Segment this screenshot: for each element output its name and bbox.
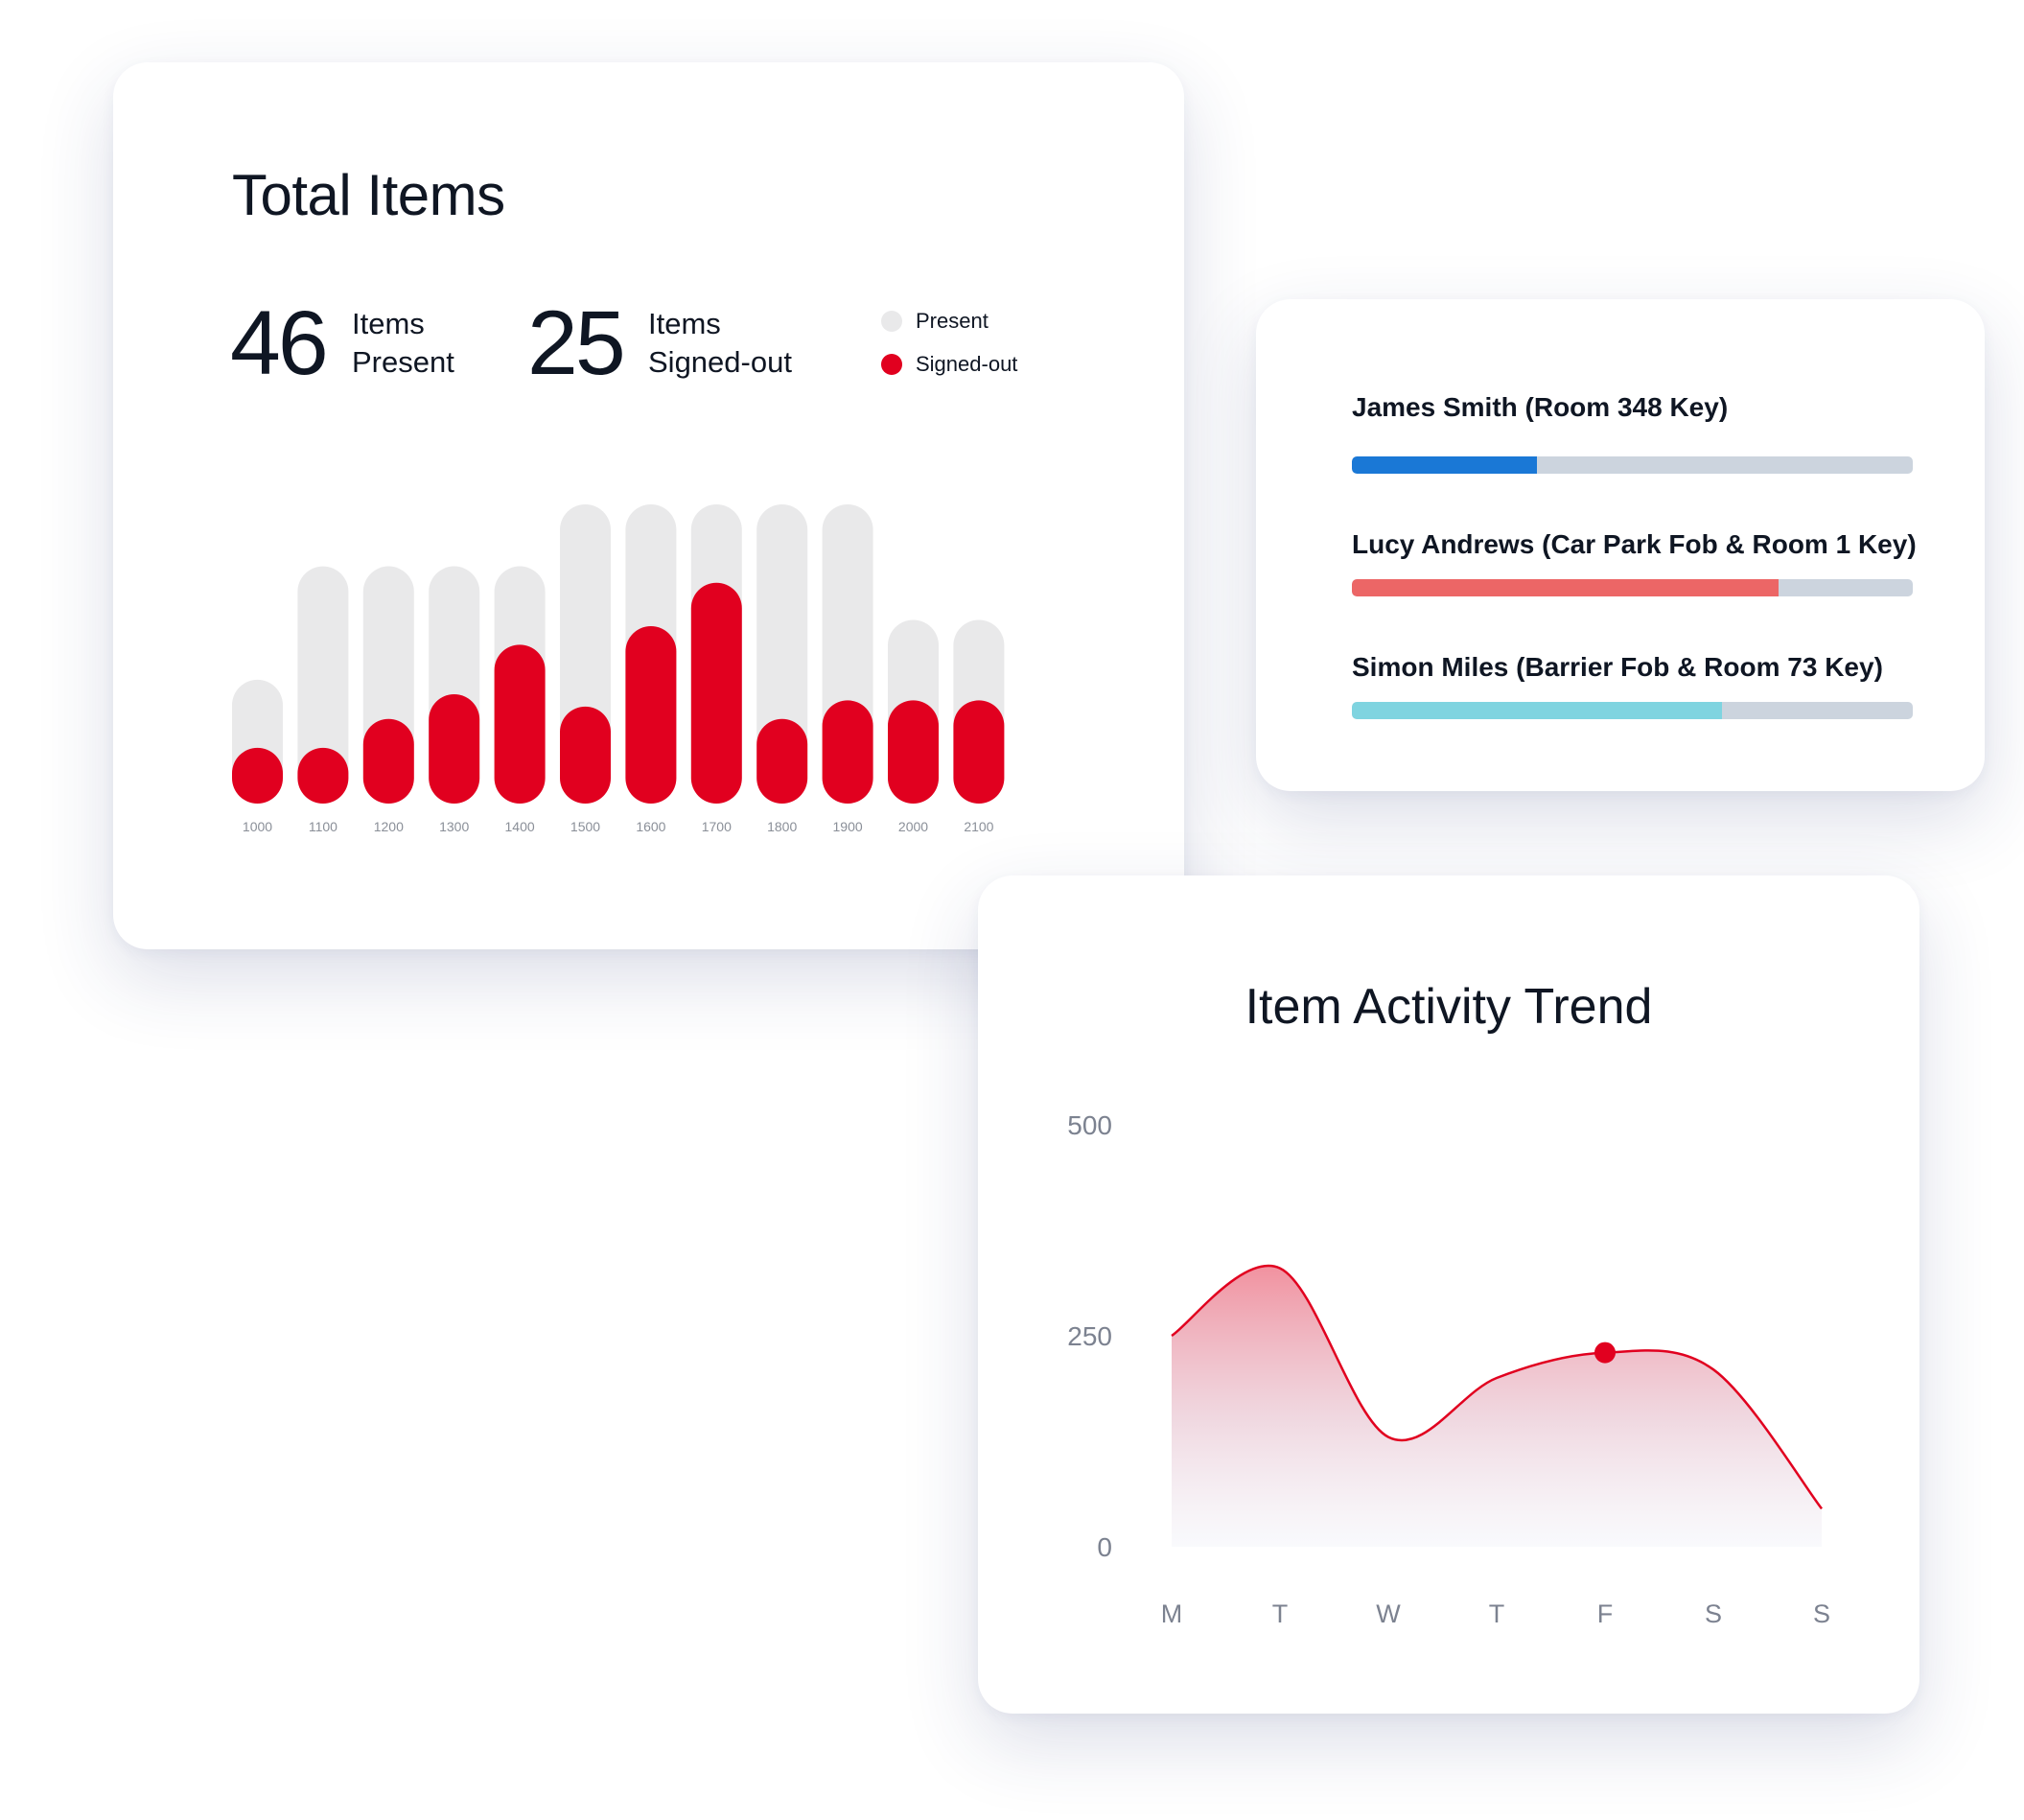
item-activity-trend-card: Item Activity Trend 500 250 0 M T W T F S S bbox=[978, 875, 1919, 1714]
present-bar bbox=[297, 566, 349, 804]
bar-x-tick-label: 1000 bbox=[243, 819, 272, 834]
trend-title: Item Activity Trend bbox=[1245, 979, 1653, 1035]
items-bar-chart: 1000 1100 1200 1300 1400 1500 1600 1700 1800 1900… bbox=[232, 504, 1005, 834]
bar-x-tick-label: 1200 bbox=[374, 819, 404, 834]
person-progress-fill bbox=[1352, 702, 1723, 719]
bar-x-tick-label: 1800 bbox=[767, 819, 797, 834]
activity-trend-chart: 500 250 0 M T W T F S S bbox=[1067, 1110, 1830, 1628]
trend-line bbox=[1171, 1264, 1823, 1510]
person-progress-track bbox=[1352, 579, 1913, 596]
bar-x-tick-label: 1300 bbox=[439, 819, 469, 834]
trend-y-tick-label: 500 bbox=[1067, 1110, 1112, 1140]
legend-present-dot bbox=[881, 311, 902, 332]
present-label: Items Present bbox=[352, 305, 454, 382]
signed-out-bar bbox=[362, 718, 414, 804]
bar-x-tick-label: 1900 bbox=[833, 819, 863, 834]
signed-out-bar bbox=[690, 582, 742, 804]
signed-out-bar bbox=[888, 700, 939, 804]
signed-out-bar bbox=[625, 625, 677, 804]
bar-x-tick-label: 1500 bbox=[570, 819, 600, 834]
signed-out-bar bbox=[953, 700, 1005, 804]
signed-out-label: Items Signed-out bbox=[648, 305, 792, 382]
person-progress-track bbox=[1352, 702, 1913, 719]
signed-out-bar bbox=[232, 747, 283, 804]
signed-out-bar bbox=[560, 706, 611, 804]
legend-signed-out[interactable]: Signed-out bbox=[881, 352, 1017, 377]
bar-x-tick-label: 1400 bbox=[505, 819, 535, 834]
present-count: 46 bbox=[230, 292, 329, 394]
signed-out-bar bbox=[756, 718, 808, 804]
trend-y-tick-label: 250 bbox=[1067, 1321, 1112, 1351]
signed-out-people-card: James Smith (Room 348 Key) Lucy Andrews … bbox=[1256, 299, 1985, 791]
signed-out-bar bbox=[822, 700, 873, 804]
signed-out-bar bbox=[429, 693, 480, 804]
total-items-title: Total Items bbox=[232, 163, 505, 227]
trend-x-tick-label: M bbox=[1161, 1599, 1183, 1628]
legend-present[interactable]: Present bbox=[881, 309, 989, 334]
trend-area-fill bbox=[1172, 1265, 1822, 1547]
signed-out-count: 25 bbox=[527, 292, 626, 394]
person-progress-track bbox=[1352, 456, 1913, 474]
present-label-line2: Present bbox=[352, 345, 454, 379]
trend-x-tick-label: S bbox=[1813, 1599, 1830, 1628]
trend-x-tick-label: T bbox=[1272, 1599, 1289, 1628]
legend-signed-out-dot bbox=[881, 354, 902, 375]
trend-x-tick-label: T bbox=[1489, 1599, 1505, 1628]
bar-x-tick-label: 1600 bbox=[636, 819, 665, 834]
signed-out-bar bbox=[297, 747, 349, 804]
person-name: Lucy Andrews (Car Park Fob & Room 1 Key) bbox=[1352, 529, 1917, 559]
signed-out-label-line1: Items bbox=[648, 307, 721, 340]
trend-x-tick-label: W bbox=[1376, 1599, 1401, 1628]
signed-out-label-line2: Signed-out bbox=[648, 345, 792, 379]
trend-x-tick-label: F bbox=[1597, 1599, 1614, 1628]
person-name: Simon Miles (Barrier Fob & Room 73 Key) bbox=[1352, 652, 1883, 682]
signed-out-bar bbox=[494, 644, 546, 804]
trend-y-tick-label: 0 bbox=[1097, 1532, 1112, 1562]
trend-x-tick-label: S bbox=[1705, 1599, 1722, 1628]
person-name: James Smith (Room 348 Key) bbox=[1352, 392, 1729, 422]
present-label-line1: Items bbox=[352, 307, 425, 340]
person-progress-fill bbox=[1352, 456, 1538, 474]
trend-highlight-point[interactable] bbox=[1594, 1342, 1616, 1364]
legend-signed-out-label: Signed-out bbox=[916, 352, 1018, 376]
bar-x-tick-label: 2100 bbox=[964, 819, 993, 834]
person-progress-fill bbox=[1352, 579, 1779, 596]
legend-present-label: Present bbox=[916, 309, 989, 333]
bar-x-tick-label: 2000 bbox=[898, 819, 928, 834]
bar-x-tick-label: 1700 bbox=[702, 819, 732, 834]
total-items-card: Total Items 46 Items Present 25 Items Si… bbox=[113, 62, 1184, 949]
bar-x-tick-label: 1100 bbox=[309, 819, 337, 834]
